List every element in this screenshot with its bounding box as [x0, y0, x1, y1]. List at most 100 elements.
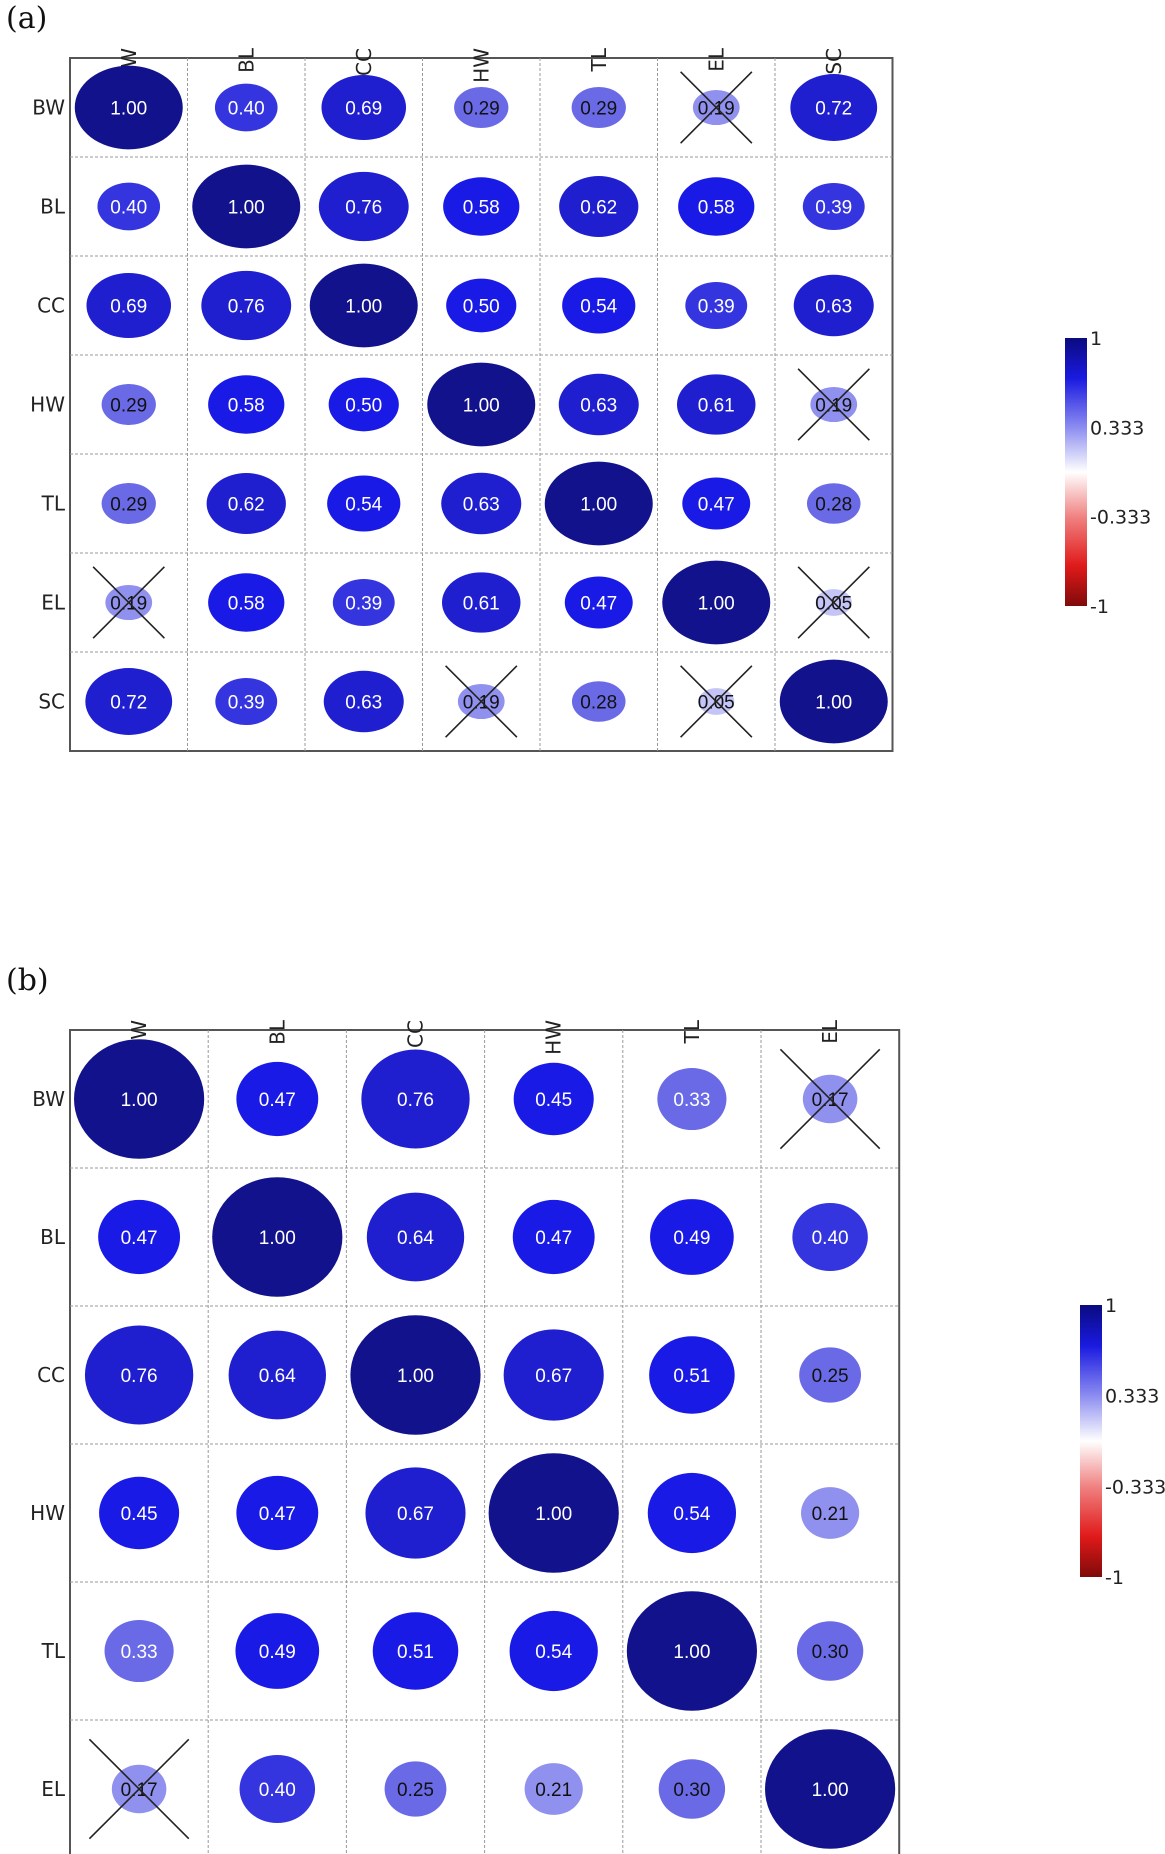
row-label: EL — [41, 1777, 66, 1801]
value-label: 0.25 — [812, 1366, 849, 1387]
value-label: 0.49 — [673, 1228, 710, 1249]
cross-mark — [779, 1048, 881, 1150]
value-label: 0.39 — [815, 198, 852, 219]
correlation-ellipse — [366, 1192, 465, 1282]
value-label: 0.58 — [228, 396, 265, 417]
colorbar — [1065, 338, 1087, 606]
value-label: 0.58 — [228, 594, 265, 615]
value-label: 0.33 — [121, 1642, 158, 1663]
correlation-ellipse — [802, 182, 865, 231]
colorbar-tick-label: -0.333 — [1105, 1476, 1165, 1498]
value-label: 0.61 — [698, 396, 735, 417]
value-label: 0.40 — [812, 1228, 849, 1249]
value-label: 0.63 — [463, 495, 500, 516]
correlation-ellipse — [559, 176, 639, 237]
row-label: BL — [40, 195, 66, 219]
correlation-ellipse — [212, 1177, 343, 1297]
cross-mark — [445, 665, 518, 738]
correlation-ellipse — [236, 1475, 319, 1551]
column-label: SC — [822, 48, 846, 75]
panel-label: (a) — [6, 1, 47, 36]
value-label: 0.40 — [259, 1780, 296, 1801]
correlation-ellipse — [441, 472, 522, 535]
row-label: SC — [38, 690, 65, 714]
column-label: CC — [404, 1020, 428, 1048]
correlation-ellipse — [215, 677, 278, 726]
value-label: 0.47 — [698, 495, 735, 516]
colorbar-tick-label: -1 — [1105, 1567, 1124, 1589]
row-label: BW — [32, 96, 65, 120]
value-label: 0.47 — [580, 594, 617, 615]
row-label: TL — [41, 1639, 66, 1663]
column-label: CC — [352, 48, 376, 76]
correlation-ellipse — [443, 177, 520, 236]
correlation-ellipse — [235, 1613, 320, 1689]
correlation-ellipse — [571, 681, 626, 722]
value-label: 0.64 — [397, 1228, 434, 1249]
correlation-ellipse — [678, 177, 755, 236]
column-label: HW — [469, 48, 493, 83]
value-label: 0.58 — [463, 198, 500, 219]
correlation-ellipse — [201, 270, 292, 341]
column-label: EL — [818, 1019, 842, 1044]
correlation-ellipse — [544, 461, 653, 546]
correlation-ellipse — [228, 1330, 326, 1420]
correlation-ellipse — [384, 1761, 447, 1817]
value-label: 0.05 — [815, 594, 852, 615]
correlation-ellipse — [85, 668, 173, 735]
value-label: 1.00 — [259, 1228, 296, 1249]
value-label: 0.25 — [397, 1780, 434, 1801]
correlation-ellipse — [372, 1612, 459, 1690]
value-label: 0.47 — [535, 1228, 572, 1249]
row-label: HW — [30, 1501, 65, 1525]
correlation-ellipse — [365, 1467, 466, 1559]
value-label: 0.28 — [580, 693, 617, 714]
value-label: 0.62 — [228, 495, 265, 516]
correlation-ellipse — [792, 1202, 868, 1272]
cross-mark — [797, 566, 870, 639]
value-label: 0.58 — [698, 198, 735, 219]
cross-mark — [797, 368, 870, 441]
value-label: 0.45 — [535, 1090, 572, 1111]
row-label: TL — [41, 492, 66, 516]
value-label: 0.47 — [259, 1090, 296, 1111]
value-label: 0.69 — [345, 99, 382, 120]
row-label: CC — [37, 1363, 65, 1387]
value-label: 0.39 — [698, 297, 735, 318]
correlation-ellipse — [796, 1621, 864, 1681]
value-label: 0.29 — [463, 99, 500, 120]
correlation-ellipse — [562, 277, 636, 334]
correlation-ellipse — [84, 1325, 194, 1425]
value-label: 0.69 — [110, 297, 147, 318]
colorbar-tick-label: -0.333 — [1090, 507, 1151, 529]
correlation-ellipse — [558, 373, 639, 436]
panel-label: (b) — [6, 963, 49, 998]
value-label: 0.67 — [535, 1366, 572, 1387]
correlation-ellipse — [658, 1759, 726, 1819]
value-label: 0.29 — [580, 99, 617, 120]
value-label: 0.47 — [259, 1504, 296, 1525]
correlation-ellipse — [647, 1472, 737, 1554]
value-label: 1.00 — [815, 693, 852, 714]
correlation-ellipse — [657, 1067, 727, 1131]
correlation-ellipse — [208, 375, 285, 434]
correlation-ellipse — [327, 475, 401, 532]
correlation-ellipse — [309, 263, 418, 348]
value-label: 0.63 — [815, 297, 852, 318]
colorbar-tick-label: 1 — [1105, 1295, 1117, 1317]
correlation-ellipse — [318, 171, 409, 242]
correlation-ellipse — [214, 83, 278, 132]
cross-mark — [92, 566, 165, 639]
column-label: TL — [587, 47, 611, 72]
correlation-ellipse — [99, 1476, 180, 1550]
value-label: 0.76 — [121, 1366, 158, 1387]
cross-mark — [680, 665, 753, 738]
correlation-ellipse — [98, 1199, 181, 1275]
correlation-ellipse — [503, 1329, 604, 1421]
value-label: 0.29 — [110, 396, 147, 417]
value-label: 0.67 — [397, 1504, 434, 1525]
value-label: 0.51 — [397, 1642, 434, 1663]
